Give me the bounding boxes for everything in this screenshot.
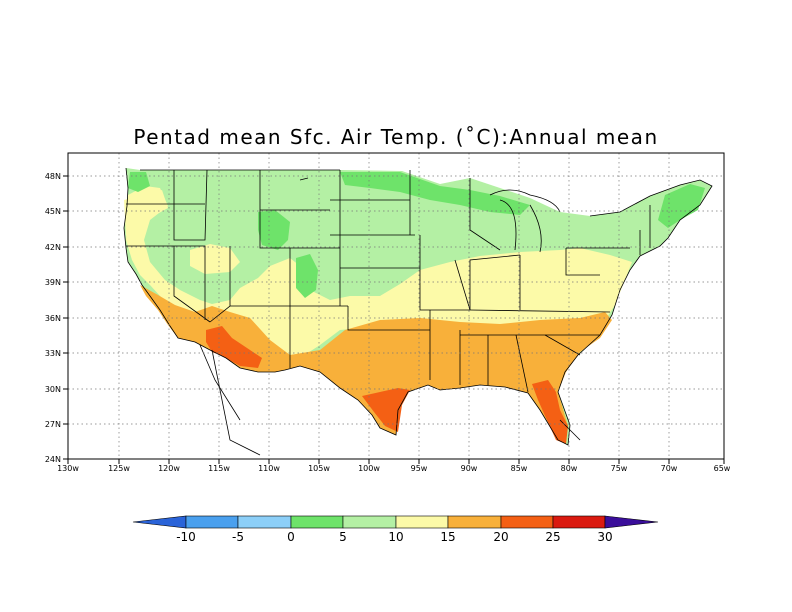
colorbar-tick: 20 (493, 530, 508, 544)
lat-label: 42N (45, 243, 61, 252)
map-title: Pentad mean Sfc. Air Temp. (˚C):Annual m… (133, 125, 659, 149)
colorbar-tick: 15 (440, 530, 455, 544)
colorbar-tick: -10 (176, 530, 196, 544)
lat-label: 39N (45, 278, 61, 287)
lat-label: 36N (45, 314, 61, 323)
colorbar-tick: -5 (232, 530, 244, 544)
colorbar-segment (290, 515, 344, 529)
lon-label: 130w (57, 464, 79, 473)
colorbar-tick: 10 (388, 530, 403, 544)
map-frame (67, 152, 725, 460)
lon-label: 75w (611, 464, 628, 473)
temp-band-20-25-texas (362, 388, 410, 432)
map-gridlines (68, 153, 724, 459)
colorbar-segment (500, 515, 554, 529)
colorbar-segment (395, 515, 449, 529)
longitude-labels: 130w 125w 120w 115w 110w 105w 100w 95w 9… (57, 464, 731, 473)
temp-band-20-25-arizona (206, 326, 262, 368)
temp-band-0-5-north (340, 172, 530, 215)
colorbar-tick: 30 (597, 530, 612, 544)
lon-label: 80w (561, 464, 578, 473)
colorbar-tick: 0 (287, 530, 295, 544)
colorbar-tick: 5 (339, 530, 347, 544)
colorbar-tick: 25 (545, 530, 560, 544)
temp-patch-cascades-green (128, 172, 150, 192)
temp-band-15-20 (140, 285, 612, 440)
lat-label: 24N (45, 455, 61, 464)
lat-label: 27N (45, 420, 61, 429)
temp-patch-idaho-yellow (190, 244, 240, 274)
temp-patch-nw-yellow (124, 190, 168, 236)
colorbar: -10 -5 0 5 10 15 20 25 30 (132, 515, 659, 544)
colorbar-segment (237, 515, 292, 529)
lon-label: 115w (208, 464, 230, 473)
lat-label: 30N (45, 385, 61, 394)
colorbar-low-arrow (132, 515, 187, 529)
colorbar-high-arrow (604, 515, 659, 529)
temp-patch-colorado-green (296, 254, 318, 298)
colorbar-segment (552, 515, 606, 529)
temp-patch-newengland-green (658, 184, 705, 228)
axis-ticks (63, 175, 725, 464)
lon-label: 90w (461, 464, 478, 473)
lon-label: 85w (511, 464, 528, 473)
lon-label: 110w (258, 464, 280, 473)
colorbar-segment (342, 515, 397, 529)
temp-band-20-25-florida (532, 380, 568, 444)
colorbar-segment (447, 515, 502, 529)
colorbar-segment (185, 515, 239, 529)
state-boundaries (123, 167, 713, 456)
lon-label: 95w (411, 464, 428, 473)
lat-label: 33N (45, 349, 61, 358)
lon-label: 105w (308, 464, 330, 473)
lon-label: 100w (358, 464, 380, 473)
latitude-labels: 24N 27N 30N 33N 36N 39N 42N 45N 48N (45, 172, 61, 464)
map-area (68, 153, 724, 459)
lat-label: 45N (45, 207, 61, 216)
lon-label: 65w (714, 464, 731, 473)
temp-patch-rockies-green (258, 210, 290, 250)
lon-label: 125w (108, 464, 130, 473)
lon-label: 70w (661, 464, 678, 473)
lat-label: 48N (45, 172, 61, 181)
lon-label: 120w (158, 464, 180, 473)
